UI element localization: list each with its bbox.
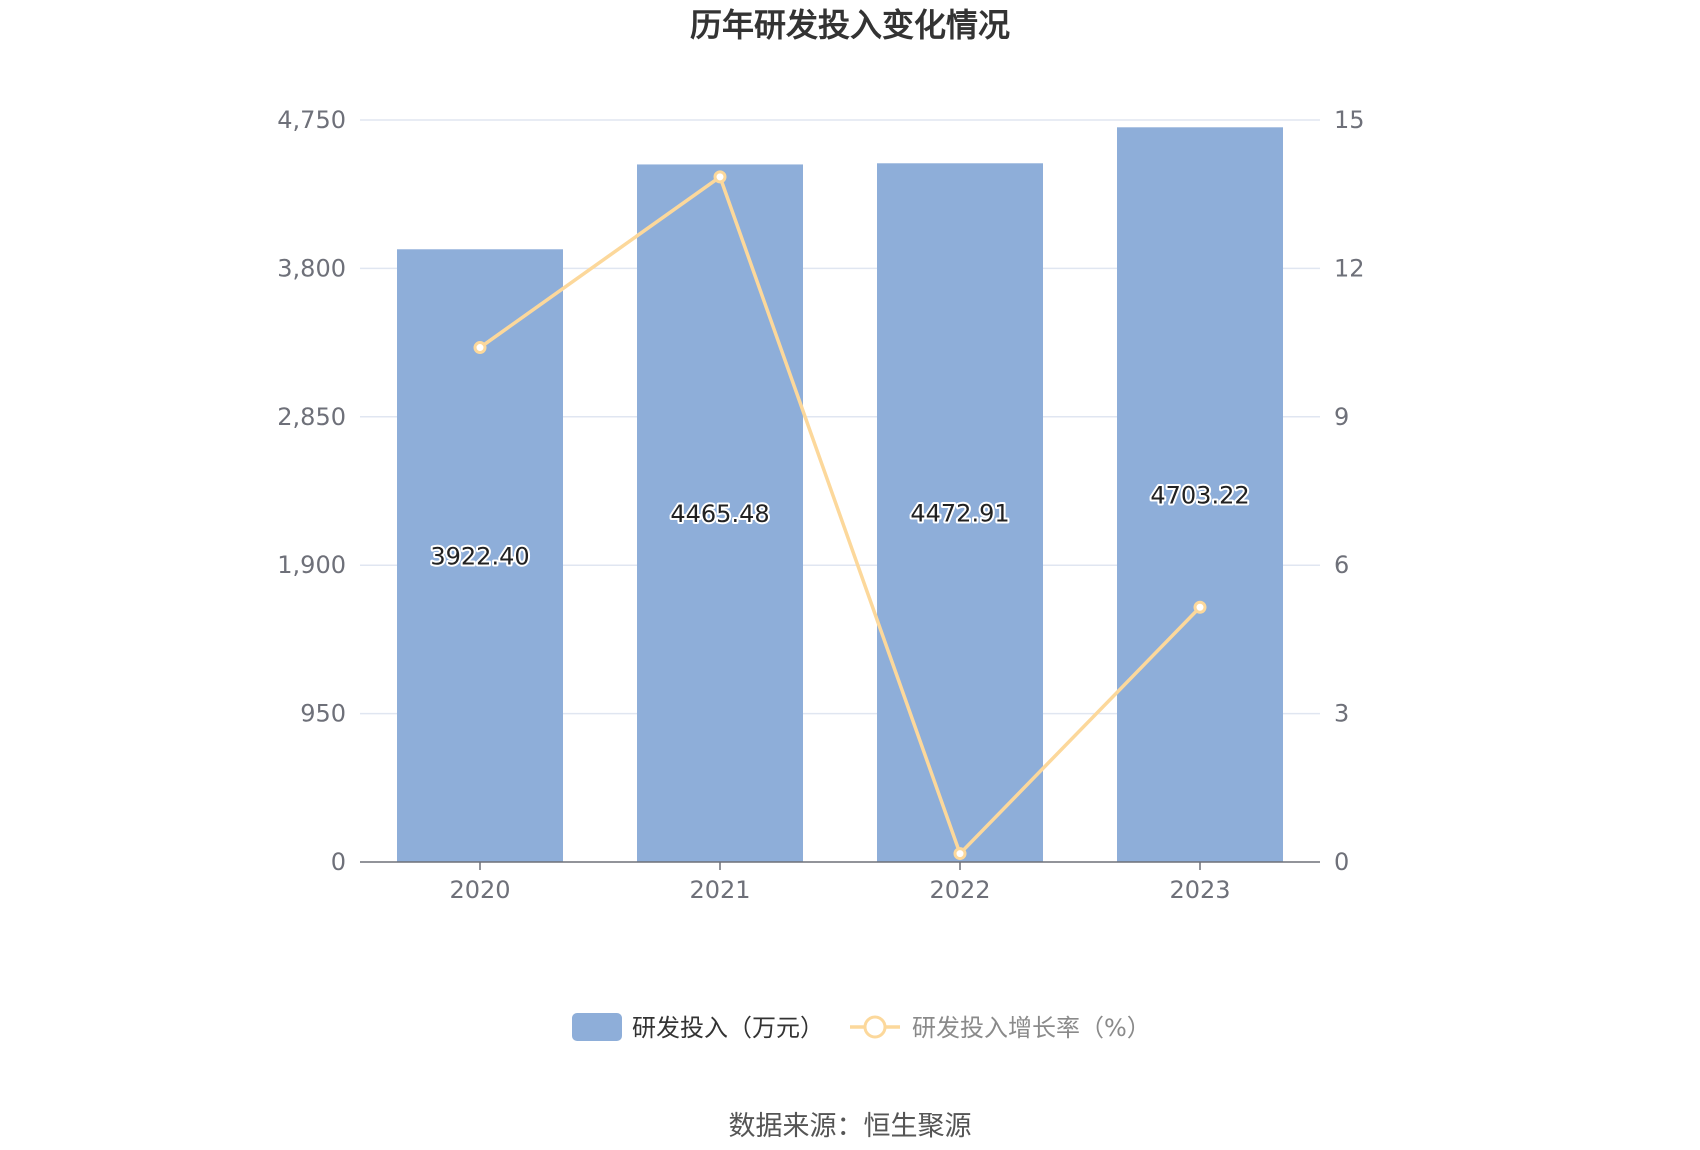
source-text: 数据来源：恒生聚源 [729,1111,972,1142]
legend: 研发投入（万元） 研发投入增长率（%） [572,1013,1151,1042]
y-right-tick-label: 12 [1334,254,1365,282]
y-right-tick-label: 9 [1334,403,1349,431]
x-tick-label: 2023 [1169,876,1230,904]
bar-data-label: 4472.91 [910,500,1009,528]
bar [637,164,803,863]
legend-label-line: 研发投入增长率（%） [912,1014,1151,1042]
x-tick-label: 2021 [689,876,750,904]
y-right-tick-label: 3 [1334,700,1349,728]
y-right-tick-label: 0 [1334,848,1349,876]
y-left-tick-label: 4,750 [277,106,346,134]
x-axis: 2020 2021 2022 2023 [360,861,1320,904]
bar-data-label: 4465.48 [670,500,769,528]
bar-data-labels: 3922.40 4465.48 4472.91 4703.22 [428,480,1251,573]
y-left-tick-label: 0 [331,848,346,876]
bar-series [397,127,1283,863]
legend-label-bar: 研发投入（万元） [632,1014,824,1042]
chart-title: 历年研发投入变化情况 [690,6,1010,44]
line-series [473,170,1207,861]
line-point [713,170,727,184]
bar-data-label: 3922.40 [430,543,529,571]
y-left-tick-label: 950 [300,700,346,728]
x-tick-label: 2020 [449,876,510,904]
x-tick-label: 2022 [929,876,990,904]
legend-swatch-bar [572,1013,622,1041]
growth-line [478,175,1202,856]
y-axis-left: 0 950 1,900 2,850 3,800 4,750 [277,106,346,876]
y-left-tick-label: 2,850 [277,403,346,431]
bar [1117,127,1283,863]
y-left-tick-label: 3,800 [277,254,346,282]
line-point [1193,600,1207,614]
line-point [953,847,967,861]
y-left-tick-label: 1,900 [277,551,346,579]
y-axis-right: 0 3 6 9 12 15 [1334,106,1365,876]
line-point [473,341,487,355]
y-right-tick-label: 15 [1334,106,1365,134]
bar-data-label: 4703.22 [1150,482,1249,510]
y-right-tick-label: 6 [1334,551,1349,579]
bar [877,163,1043,863]
legend-swatch-marker [863,1015,887,1039]
